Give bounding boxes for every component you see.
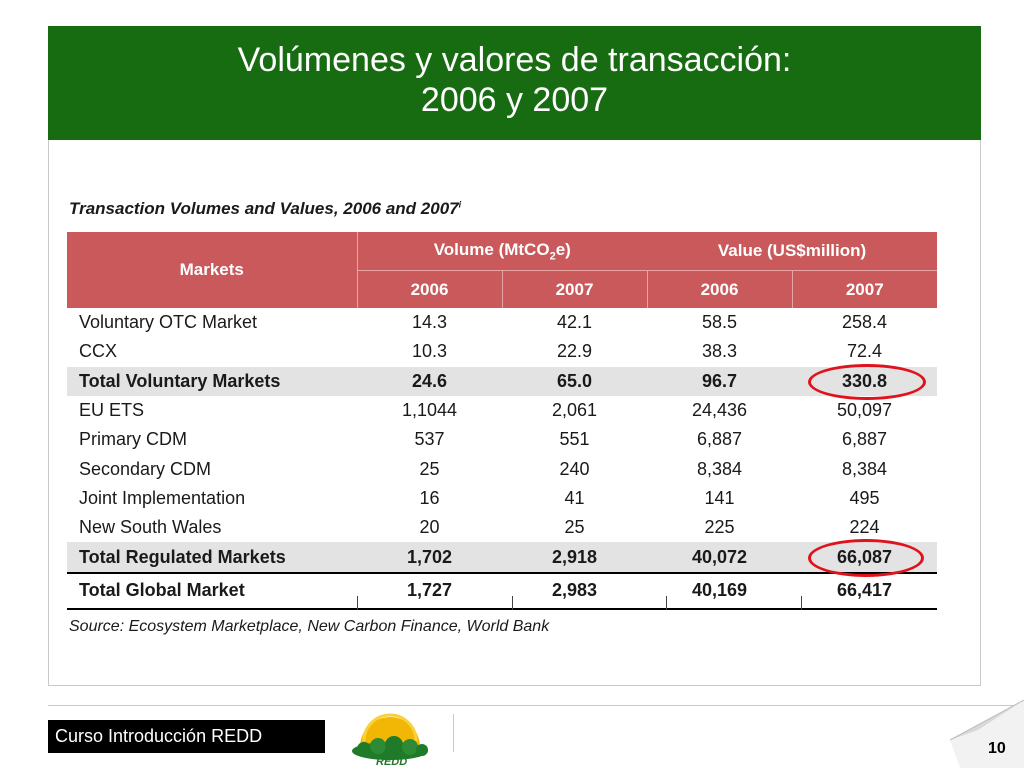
page-number: 10 [988,740,1006,757]
value-cell: 2,061 [551,400,598,421]
value-cell: 258.4 [841,312,888,333]
value-cell: 6,887 [841,429,888,450]
value-cell: 50,097 [836,400,893,421]
value-header: Value (US$million) [647,232,938,271]
value-cell: 1,1044 [401,400,458,421]
year-header: 2007 [501,270,648,308]
table-row: EU ETS 1,1044 2,061 24,436 50,097 [67,396,937,425]
value-cell: 58.5 [701,312,738,333]
logo-divider [453,714,454,752]
value-cell: 225 [704,517,735,538]
title-line-1: Volúmenes y valores de transacción: [237,41,792,79]
market-name-cell: EU ETS [79,400,145,421]
value-cell: 72.4 [846,341,883,362]
table-caption: Transaction Volumes and Values, 2006 and… [69,199,461,219]
footer-divider [48,705,1020,706]
value-cell: 20 [419,517,440,538]
value-cell: 96.7 [647,366,793,396]
market-name-cell: Total Regulated Markets [67,542,357,573]
table-row: Secondary CDM 25 240 8,384 8,384 [67,454,937,483]
table-source: Source: Ecosystem Marketplace, New Carbo… [69,618,550,635]
value-cell: 2,983 [502,571,648,610]
market-name-cell: CCX [79,341,118,362]
value-cell: 41 [564,487,585,508]
volume-header: Volume (MtCO2e) [357,232,648,271]
market-name-cell: Total Voluntary Markets [67,366,357,396]
value-cell: 224 [849,517,880,538]
value-cell: 24,436 [691,400,748,421]
slide-title: Volúmenes y valores de transacción: 2006… [48,26,981,140]
logo-text: REDD [376,756,407,767]
transactions-table: Markets Volume (MtCO2e) Value (US$millio… [67,232,938,610]
value-cell: 1,702 [357,542,502,573]
highlight-ellipse-voluntary [808,364,926,400]
markets-header: Markets [67,232,358,308]
value-cell: 10.3 [411,341,448,362]
column-separator [801,596,802,610]
table-row: New South Wales 20 25 225 224 [67,513,937,542]
value-cell: 40,072 [647,542,793,573]
year-header: 2006 [357,270,502,308]
value-cell: 8,384 [696,458,743,479]
year-header: 2007 [791,270,938,308]
value-cell: 495 [849,487,880,508]
value-cell: 551 [559,429,590,450]
course-label: Curso Introducción REDD [48,720,325,753]
value-cell: 65.0 [502,366,648,396]
table-row: Primary CDM 537 551 6,887 6,887 [67,425,937,454]
table-row: Total Voluntary Markets 24.6 65.0 96.7 330.8 [67,366,938,396]
highlight-ellipse-regulated [808,539,924,577]
column-separator [357,596,358,610]
page-curl-icon [949,699,1024,768]
value-cell: 24.6 [357,366,502,396]
value-cell: 38.3 [701,341,738,362]
market-name-cell: Voluntary OTC Market [79,312,258,333]
value-cell: 240 [559,458,590,479]
table-row: Total Global Market 1,727 2,983 40,169 66,41… [67,571,938,610]
market-name-cell: Joint Implementation [79,487,246,508]
market-name-cell: Total Global Market [67,571,357,610]
column-separator [512,596,513,610]
value-cell: 40,169 [647,571,793,610]
table-row: CCX 10.3 22.9 38.3 72.4 [67,337,937,366]
market-name-cell: Secondary CDM [79,458,212,479]
redd-logo: REDD [340,713,440,768]
table-row: Joint Implementation 16 41 141 495 [67,484,937,513]
value-cell: 8,384 [841,458,888,479]
title-line-2: 2006 y 2007 [420,81,609,119]
value-cell: 537 [414,429,445,450]
table-caption-text: Transaction Volumes and Values, 2006 and… [69,199,459,218]
value-cell: 141 [704,487,735,508]
table-body: Voluntary OTC Market 14.3 42.1 58.5 258.4 CCX… [67,308,938,610]
value-cell: 6,887 [696,429,743,450]
value-cell: 25 [419,458,440,479]
year-header: 2006 [646,270,793,308]
value-cell: 14.3 [411,312,448,333]
value-cell: 25 [564,517,585,538]
caption-footnote: i [458,199,462,210]
value-cell: 16 [419,487,440,508]
table-header-row: Markets Volume (MtCO2e) Value (US$millio… [67,232,938,308]
table-row: Total Regulated Markets 1,702 2,918 40,072 6… [67,542,938,573]
column-separator [666,596,667,610]
market-name-cell: Primary CDM [79,429,187,450]
table-row: Voluntary OTC Market 14.3 42.1 58.5 258.4 [67,308,937,337]
value-cell: 66,417 [792,571,938,610]
value-cell: 42.1 [556,312,593,333]
market-name-cell: New South Wales [79,517,222,538]
value-cell: 22.9 [556,341,593,362]
value-cell: 2,918 [502,542,648,573]
value-cell: 1,727 [357,571,502,610]
